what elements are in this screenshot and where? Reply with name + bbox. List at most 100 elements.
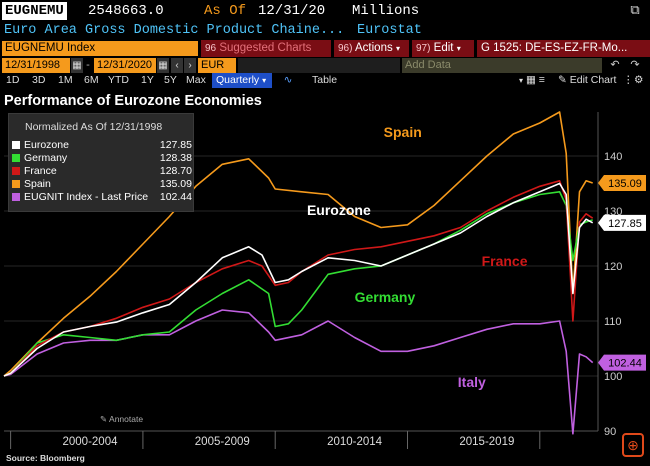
legend-swatch <box>12 167 20 175</box>
series-line-eurozone <box>3 182 594 377</box>
suggested-charts-label: Suggested Charts <box>219 42 312 54</box>
x-tick-label: 2015-2019 <box>459 436 514 448</box>
x-tick-label: 2010-2014 <box>327 436 383 448</box>
series-labels: Spain Eurozone France Germany Italy <box>307 124 528 390</box>
legend-entry-eurozone[interactable]: Eurozone 127.85 <box>12 139 192 152</box>
actions-label: Actions <box>355 42 393 54</box>
edit-chart-label: Edit Chart <box>569 74 617 86</box>
y-tick-label: 140 <box>604 151 622 163</box>
performance-chart: Performance of Eurozone Economies 901001… <box>3 93 646 449</box>
x-tick-label: 2000-2004 <box>62 436 118 448</box>
legend-value: 127.85 <box>159 139 192 151</box>
edit-chart-button[interactable]: ✎ Edit Chart <box>558 73 616 88</box>
edit-chart-controls: ▾ ▦ ≡ <box>519 73 545 88</box>
x-axis: 2000-2004 2005-2009 2010-2014 2015-2019 <box>4 430 598 449</box>
y-tick-label: 120 <box>604 261 622 273</box>
legend-value: 128.38 <box>159 152 192 164</box>
annotate-button[interactable]: ✎ Annotate <box>100 414 143 425</box>
annotate-label: Annotate <box>109 414 144 424</box>
currency-input[interactable]: EUR <box>198 58 236 73</box>
start-date-input[interactable]: 12/31/1998 <box>2 58 70 73</box>
calendar-icon[interactable]: ▦ <box>71 58 83 73</box>
suggested-charts-button[interactable]: 96 Suggested Charts <box>201 40 331 57</box>
period-1d[interactable]: 1D <box>6 74 20 86</box>
redo-icon[interactable]: ↷ <box>630 59 640 71</box>
line-chart-icon[interactable]: ∿ <box>283 74 293 86</box>
last-value-text-spain: 135.09 <box>608 178 642 190</box>
series-line-germany <box>3 191 593 377</box>
last-value-tag-eurozone <box>598 214 646 231</box>
legend-value: 128.70 <box>159 165 192 177</box>
legend-name: Spain <box>24 178 51 190</box>
command-toolbar: EUGNEMU Index 96 Suggested Charts 96) Ac… <box>0 40 650 57</box>
legend-swatch <box>12 141 20 149</box>
legend-name: EUGNIT Index - Last Price <box>24 191 149 203</box>
more-options-icon[interactable]: ⋮ <box>623 74 634 86</box>
last-value-tags: 135.09 127.85 102.44 <box>598 175 646 371</box>
undo-icon[interactable]: ↶ <box>610 59 620 71</box>
legend-swatch <box>12 180 20 188</box>
source-footnote: Source: Bloomberg <box>6 453 85 463</box>
series-label-eurozone: Eurozone <box>307 202 371 218</box>
last-value-text-italy: 102.44 <box>608 358 642 370</box>
units-label: Millions <box>352 3 420 19</box>
last-value-tag-spain <box>598 175 646 192</box>
chart-title: Performance of Eurozone Economies <box>4 93 262 109</box>
calendar-icon[interactable]: ▦ <box>157 58 169 73</box>
period-bar: 1D 3D 1M 6M YTD 1Y 5Y Max Quarterly ▾ ∿ … <box>0 73 650 88</box>
legend-name: Germany <box>24 152 68 164</box>
legend-entry-spain[interactable]: Spain 135.09 <box>12 178 192 191</box>
as-of-label: As Of <box>204 3 247 19</box>
legend-name: Eurozone <box>24 139 69 151</box>
ticker-input[interactable]: EUGNEMU Index <box>2 41 198 56</box>
series-label-germany: Germany <box>355 289 416 305</box>
period-3d[interactable]: 3D <box>32 74 46 86</box>
security-name: Euro Area Gross Domestic Product Chaine.… <box>4 23 345 38</box>
period-1y[interactable]: 1Y <box>141 74 154 86</box>
suggested-charts-number: 96 <box>205 43 217 54</box>
edit-button[interactable]: 97) Edit ▾ <box>412 40 474 57</box>
end-date-input[interactable]: 12/31/2020 <box>94 58 156 73</box>
table-button[interactable]: Table <box>312 74 338 86</box>
y-tick-label: 90 <box>604 426 616 438</box>
legend-name: France <box>24 165 57 177</box>
ticker-label[interactable]: EUGNEMU <box>2 2 67 20</box>
period-max[interactable]: Max <box>186 74 206 86</box>
data-source: Eurostat <box>357 23 422 38</box>
legend-entry-italy[interactable]: EUGNIT Index - Last Price 102.44 <box>12 191 192 204</box>
period-ytd[interactable]: YTD <box>108 74 129 86</box>
chart-group-button[interactable]: G 1525: DE-ES-EZ-FR-Mo... <box>477 40 650 57</box>
popout-icon[interactable]: ⧉ <box>630 3 640 18</box>
period-5y[interactable]: 5Y <box>164 74 177 86</box>
frequency-dropdown[interactable]: Quarterly ▾ <box>212 73 272 88</box>
zoom-icon[interactable]: ⊕ <box>622 433 644 457</box>
chevron-down-icon[interactable]: ▾ <box>519 76 524 85</box>
gear-icon[interactable]: ⚙ <box>634 74 644 86</box>
chevron-down-icon: ▾ <box>395 44 400 53</box>
grid-icon[interactable]: ▦ <box>525 74 536 86</box>
y-tick-label: 110 <box>604 316 622 328</box>
actions-number: 96) <box>338 43 353 54</box>
legend-entry-france[interactable]: France 128.70 <box>12 165 192 178</box>
series-line-spain <box>3 111 593 377</box>
last-value-tag-italy <box>598 354 646 371</box>
legend-value: 135.09 <box>159 178 192 190</box>
y-tick-label: 100 <box>604 371 622 383</box>
legend-value: 102.44 <box>159 191 192 203</box>
spacer-field <box>238 58 400 73</box>
legend-entry-germany[interactable]: Germany 128.38 <box>12 152 192 165</box>
legend-swatch <box>12 154 20 162</box>
period-6m[interactable]: 6M <box>84 74 99 86</box>
series-line-italy <box>3 309 594 435</box>
series-label-spain: Spain <box>384 124 422 140</box>
series-label-italy: Italy <box>458 374 486 390</box>
lines-icon[interactable]: ≡ <box>538 74 545 86</box>
chevron-right-icon[interactable]: › <box>184 58 196 73</box>
actions-button[interactable]: 96) Actions ▾ <box>334 40 409 57</box>
chevron-left-icon[interactable]: ‹ <box>171 58 183 73</box>
add-data-input[interactable]: Add Data <box>402 58 602 73</box>
period-1m[interactable]: 1M <box>58 74 73 86</box>
legend-swatch <box>12 193 20 201</box>
security-header: EUGNEMU 2548663.0 As Of 12/31/20 Million… <box>0 0 650 22</box>
date-range-bar: 12/31/1998 ▦ - 12/31/2020 ▦ ‹ › EUR Add … <box>0 58 650 73</box>
